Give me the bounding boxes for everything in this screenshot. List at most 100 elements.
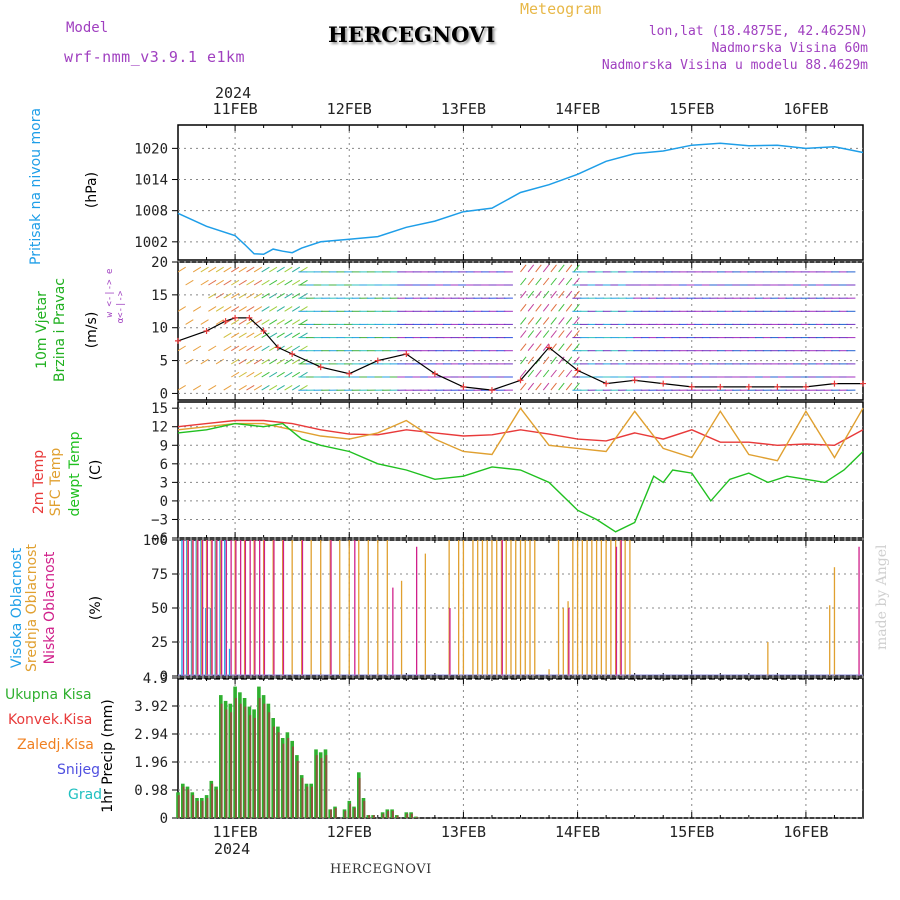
wind-barb <box>565 264 573 273</box>
wind-barb <box>185 358 194 365</box>
wind-barb <box>208 384 217 391</box>
wind-barb <box>231 292 240 299</box>
wind-barb <box>558 317 565 325</box>
precip-tick-label: 2.94 <box>134 727 168 743</box>
wind-barb <box>231 358 240 365</box>
cloud-tick-label: 50 <box>151 601 168 617</box>
wind-gust-marker <box>517 377 524 384</box>
temp-tick-label: 0 <box>160 494 168 510</box>
wind-barb <box>284 306 293 312</box>
wind-barb <box>193 372 201 377</box>
precip-conv-bar <box>315 755 318 818</box>
wind-gust-marker <box>546 344 553 351</box>
wind-barb <box>276 358 285 365</box>
wind-barb <box>208 345 217 352</box>
wind-gust-marker <box>860 380 866 387</box>
temp-tick-label: −6 <box>151 531 168 547</box>
wind-barb <box>223 306 232 312</box>
temp-sfc-line <box>177 406 864 462</box>
bottom-day-label: 14FEB <box>555 823 600 841</box>
wind-barb <box>193 280 201 285</box>
wind-barb <box>178 333 186 338</box>
wind-barb <box>558 343 565 352</box>
wind-barb <box>238 319 247 325</box>
precip-conv-bar <box>292 746 294 818</box>
wind-barb <box>299 371 308 378</box>
wind-barb <box>253 345 263 352</box>
precip-conv-bar <box>387 810 390 818</box>
precip-conv-bar <box>301 778 304 818</box>
bottom-day-label: 11FEB <box>213 823 258 841</box>
wind-gust-marker <box>603 380 610 387</box>
wind-barb <box>565 343 573 352</box>
wind-barb <box>527 290 535 299</box>
wind-barb <box>573 382 580 391</box>
wind-barb <box>299 319 308 325</box>
wind-barb <box>299 266 308 273</box>
precip-label-frozen: Zaledj.Kisa <box>17 737 94 753</box>
precip-conv-bar <box>230 712 233 818</box>
wind-barb <box>178 293 186 298</box>
precip-conv-bar <box>182 786 185 818</box>
wind-barb <box>558 382 565 391</box>
wind-barb <box>527 369 535 378</box>
precip-conv-bar <box>273 726 275 818</box>
wind-barb <box>269 266 278 273</box>
wind-barb <box>178 345 186 352</box>
wind-barb <box>550 330 557 338</box>
wind-tick-label: 10 <box>151 321 168 337</box>
wind-barb <box>558 303 565 312</box>
wind-barb <box>208 279 217 286</box>
wind-barb <box>215 266 224 273</box>
wind-gust-marker <box>745 383 752 390</box>
precip-conv-bar <box>325 755 328 818</box>
top-day-label: 12FEB <box>327 100 372 118</box>
wind-barb <box>201 385 209 390</box>
wind-barb <box>261 306 270 312</box>
wind-barb <box>520 382 527 391</box>
wind-barb <box>550 369 557 378</box>
wind-barb <box>269 358 278 365</box>
wind-barb <box>186 372 194 377</box>
precip-tick-label: 1.96 <box>134 755 168 771</box>
wind-barb <box>276 319 285 325</box>
wind-barb <box>231 332 240 339</box>
wind-barb <box>291 358 301 365</box>
wind-barb <box>520 317 527 325</box>
wind-barb <box>200 319 209 325</box>
wind-barb <box>284 279 293 286</box>
wind-barb <box>261 371 270 378</box>
wind-barb <box>261 332 270 339</box>
wind-barb <box>231 306 240 312</box>
precip-conv-bar <box>353 808 356 818</box>
wind-barb <box>238 292 247 299</box>
wind-barb <box>201 293 209 298</box>
wind-barb <box>223 266 232 273</box>
wind-barb <box>565 277 573 286</box>
wind-barb <box>261 358 270 365</box>
wind-barb <box>231 371 240 378</box>
footer-title: HERCEGNOVI <box>330 862 432 877</box>
wind-barb <box>573 277 580 286</box>
wind-barb <box>224 359 232 364</box>
wind-barb <box>193 293 201 298</box>
bottom-year: 2024 <box>214 840 251 858</box>
wind-barb <box>520 343 527 352</box>
wind-barb <box>550 264 557 273</box>
wind-barb <box>238 345 247 352</box>
precip-conv-bar <box>249 715 252 818</box>
wind-barb <box>527 317 535 325</box>
wind-barb <box>185 319 194 325</box>
wind-gust-marker <box>574 367 581 374</box>
wind-barb <box>246 371 255 378</box>
wind-barb <box>261 345 270 352</box>
wind-barb <box>253 384 263 391</box>
wind-gust-marker <box>374 357 381 364</box>
precip-conv-bar <box>391 810 394 818</box>
wind-barb <box>231 319 240 325</box>
wind-barb <box>215 358 224 365</box>
wind-gust-marker <box>460 383 467 390</box>
wind-gust-marker <box>175 337 181 344</box>
